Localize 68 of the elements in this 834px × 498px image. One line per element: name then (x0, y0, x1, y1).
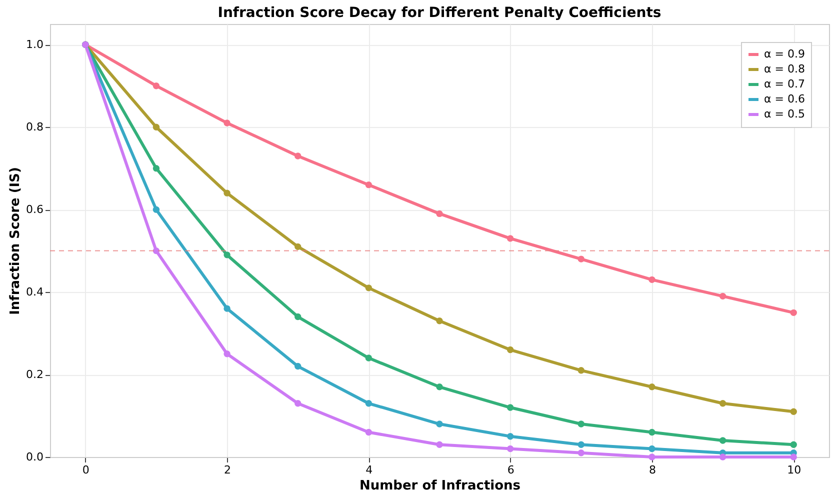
x-tick-label: 6 (507, 464, 514, 476)
x-tick-label: 10 (787, 464, 802, 476)
point (790, 454, 797, 460)
point (365, 428, 372, 436)
point (365, 181, 372, 188)
point (790, 309, 797, 316)
point (506, 235, 514, 242)
x-tick-label: 2 (224, 464, 232, 476)
point (294, 313, 302, 320)
point (506, 346, 514, 354)
point (436, 420, 443, 428)
chart-title: Infraction Score Decay for Different Penalty Coefficients (218, 5, 662, 21)
point (719, 292, 726, 300)
x-axis-title: Number of Infractions (359, 478, 521, 494)
y-tick-label: 0.6 (26, 203, 44, 216)
point (578, 367, 584, 374)
point (719, 437, 726, 444)
legend-label: α = 0.8 (764, 62, 805, 76)
point (648, 445, 656, 452)
point (790, 408, 797, 415)
point (365, 284, 372, 292)
legend-label: α = 0.6 (764, 92, 805, 106)
point (506, 433, 514, 440)
point (436, 441, 443, 448)
point (152, 206, 160, 213)
point (578, 441, 584, 448)
legend-label: α = 0.5 (764, 108, 805, 120)
point (224, 305, 230, 312)
point (294, 400, 302, 407)
point (152, 164, 160, 172)
point (436, 210, 443, 218)
point (224, 120, 230, 126)
point (365, 400, 372, 407)
x-tick-label: 0 (82, 464, 90, 476)
point (224, 350, 230, 358)
point (790, 441, 797, 448)
point (648, 454, 656, 460)
point (224, 252, 230, 258)
point (224, 190, 230, 196)
y-tick-label: 0.8 (26, 120, 44, 134)
point (578, 420, 584, 428)
x-tick-label: 8 (648, 464, 656, 476)
point (436, 318, 443, 324)
point (719, 400, 726, 407)
y-tick-label: 0.2 (26, 368, 44, 382)
point (578, 450, 584, 456)
point (365, 354, 372, 362)
y-axis-title: Infraction Score (IS) (8, 167, 24, 315)
point (648, 384, 656, 390)
point (294, 243, 302, 250)
point (578, 256, 584, 262)
legend-label: α = 0.7 (764, 78, 805, 90)
point (719, 454, 726, 460)
x-tick-label: 4 (366, 464, 373, 476)
point (294, 152, 302, 160)
point (294, 362, 302, 370)
point (152, 247, 160, 254)
point (152, 82, 160, 90)
y-tick-label: 0.0 (26, 450, 44, 464)
point (436, 384, 443, 390)
y-tick-label: 0.4 (26, 286, 44, 299)
point (648, 276, 656, 284)
legend-label: α = 0.9 (764, 48, 805, 60)
point (152, 124, 160, 130)
y-tick-label: 1.0 (26, 38, 44, 52)
point (648, 428, 656, 436)
point (506, 404, 514, 411)
point (506, 445, 514, 452)
